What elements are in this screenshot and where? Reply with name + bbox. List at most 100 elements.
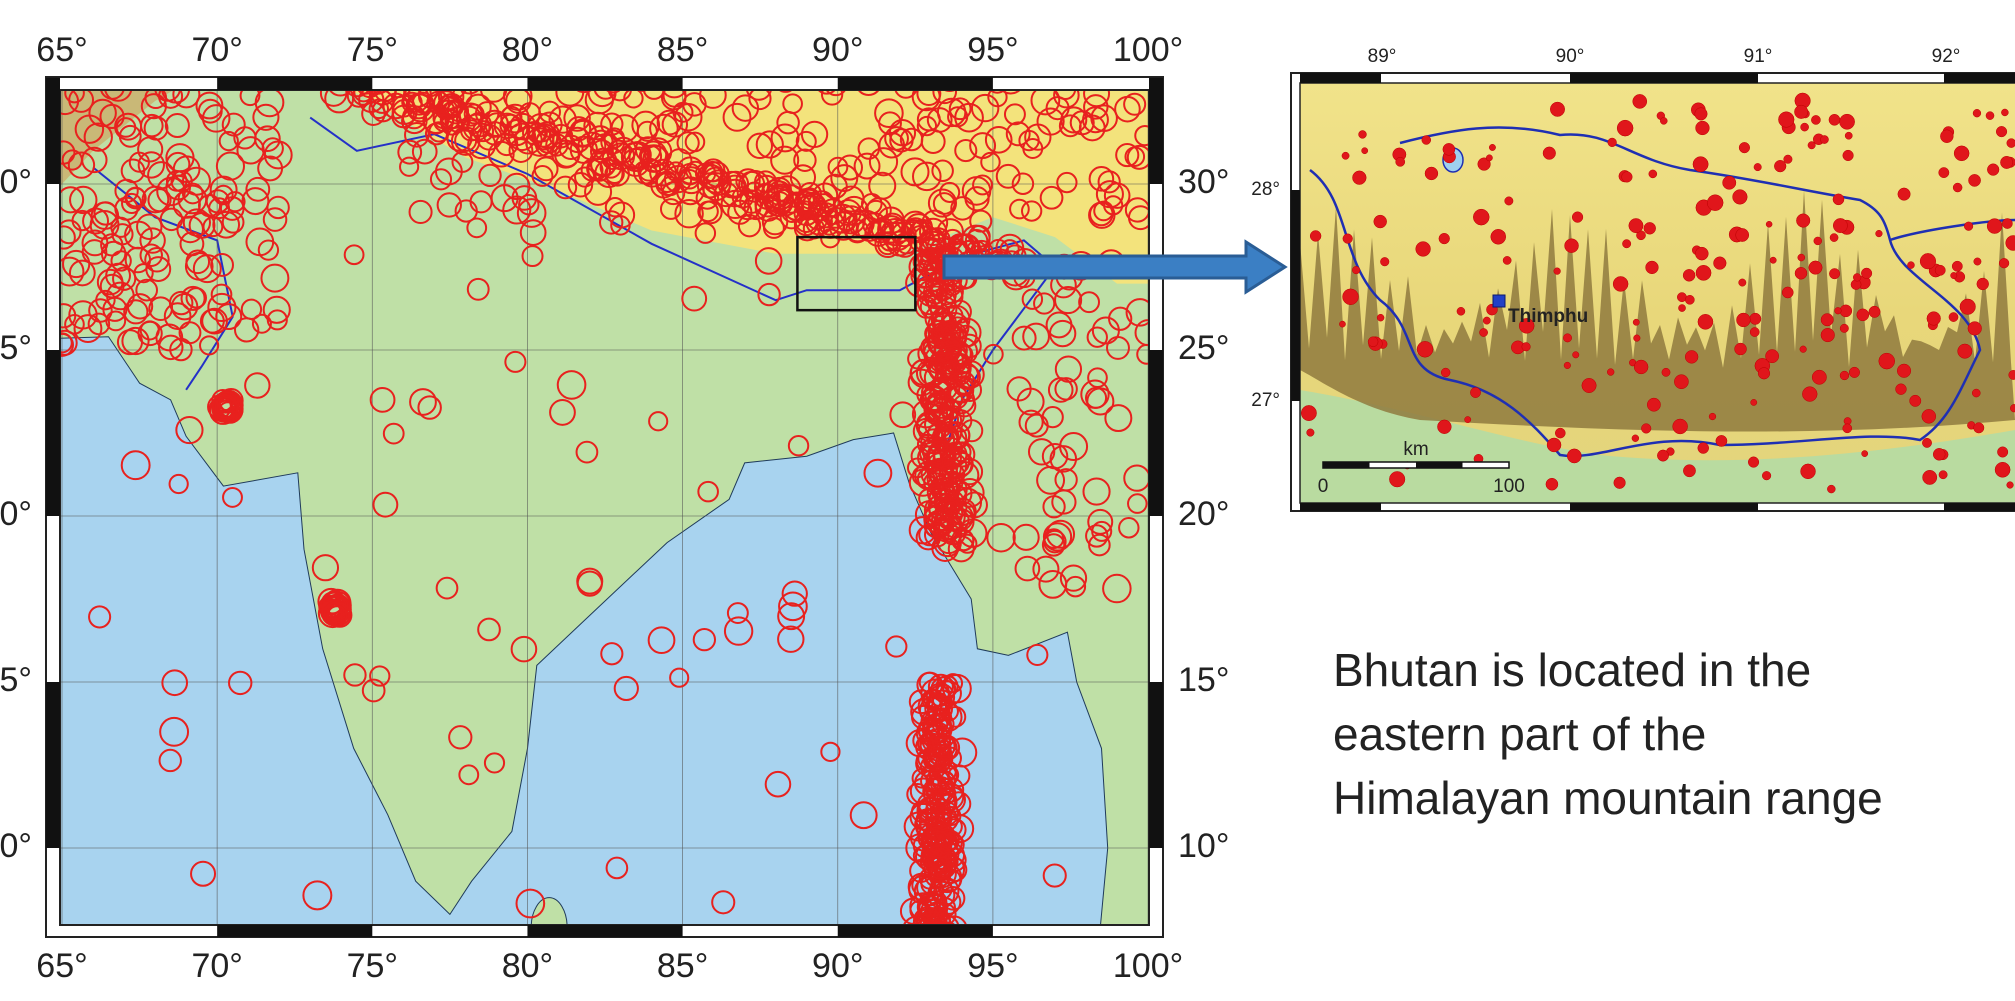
earthquake — [1543, 147, 1556, 160]
earthquake — [1483, 317, 1490, 324]
earthquake — [1784, 155, 1792, 163]
earthquake — [1546, 478, 1558, 490]
earthquake — [1607, 369, 1614, 376]
earthquake — [1800, 346, 1807, 353]
longitude-label: 75° — [347, 947, 398, 985]
earthquake — [1953, 183, 1962, 192]
earthquake — [1632, 435, 1639, 442]
longitude-label: 89° — [1368, 46, 1397, 67]
earthquake — [1861, 268, 1872, 279]
earthquake — [1801, 123, 1809, 131]
earthquake — [1830, 234, 1838, 242]
earthquake — [1443, 143, 1455, 155]
earthquake — [1698, 314, 1713, 329]
earthquake — [1683, 269, 1695, 281]
caption: Bhutan is located in the eastern part of… — [1333, 644, 1883, 824]
earthquake — [1839, 114, 1854, 129]
earthquake — [1833, 218, 1847, 232]
earthquake — [1683, 465, 1695, 477]
earthquake — [1486, 155, 1492, 161]
earthquake — [1862, 451, 1868, 457]
longitude-label: 85° — [657, 31, 708, 69]
earthquake — [1489, 144, 1495, 150]
earthquake — [776, 72, 796, 92]
earthquake — [1833, 194, 1844, 205]
earthquake — [1359, 130, 1367, 138]
earthquake — [1794, 105, 1807, 118]
longitude-label: 80° — [502, 947, 553, 985]
inset-content: Thimphukm0100 — [1300, 83, 2015, 503]
earthquake — [1829, 114, 1840, 125]
earthquake — [1582, 378, 1596, 392]
earthquake — [1479, 328, 1487, 336]
earthquake — [1739, 279, 1746, 286]
earthquake — [1473, 209, 1489, 225]
earthquake — [1812, 370, 1826, 384]
longitude-label: 70° — [191, 31, 242, 69]
latitude-label: 30° — [1178, 163, 1229, 201]
earthquake — [1465, 416, 1471, 422]
earthquake — [1629, 218, 1643, 232]
earthquake — [935, 935, 959, 959]
scale-bar-segment — [1416, 462, 1463, 468]
earthquake — [1649, 170, 1657, 178]
page: Seismicity of the Indian subcontinent an… — [0, 0, 2015, 1001]
earthquake — [1641, 424, 1651, 434]
longitude-label: 70° — [191, 947, 242, 985]
latitude-label: 25° — [0, 329, 32, 367]
earthquake — [1457, 307, 1465, 315]
earthquake — [1491, 229, 1506, 244]
earthquake — [1897, 364, 1911, 378]
latitude-label: 20° — [1178, 495, 1229, 533]
earthquake — [1505, 197, 1513, 205]
earthquake — [1795, 267, 1807, 279]
earthquake — [1417, 341, 1433, 357]
earthquake — [1573, 352, 1579, 358]
earthquake — [1758, 368, 1770, 380]
earthquake — [1935, 265, 1945, 275]
earthquake — [1910, 395, 1921, 406]
earthquake — [1857, 309, 1869, 321]
earthquake — [1470, 387, 1480, 397]
longitude-label: 65° — [36, 947, 87, 985]
earthquake — [1634, 360, 1648, 374]
longitude-label: 92° — [1932, 46, 1961, 67]
inset-map: Thimphukm010089°90°91°92°28°27° — [1251, 46, 2015, 511]
earthquake — [1617, 120, 1633, 136]
frame-bar — [1149, 350, 1163, 516]
earthquake — [1352, 266, 1360, 274]
longitude-label: 90° — [812, 947, 863, 985]
earthquake — [1343, 234, 1353, 244]
earthquake — [1907, 262, 1914, 269]
earthquake — [1802, 387, 1817, 402]
earthquake — [1685, 295, 1694, 304]
earthquake — [1835, 307, 1842, 314]
earthquake — [2001, 109, 2008, 116]
earthquake — [1644, 222, 1656, 234]
figure: 65°65°70°70°75°75°80°80°85°85°90°90°95°9… — [0, 0, 2015, 1001]
earthquake — [1923, 470, 1937, 484]
earthquake — [1674, 375, 1688, 389]
earthquake — [1939, 471, 1947, 479]
earthquake — [1343, 289, 1359, 305]
frame-bar — [527, 925, 682, 937]
earthquake — [934, 937, 954, 957]
earthquake — [1503, 256, 1511, 264]
latitude-label: 27° — [1251, 390, 1280, 411]
latitude-label: 15° — [0, 661, 32, 699]
earthquake — [1362, 148, 1368, 154]
earthquake — [1613, 276, 1628, 291]
earthquake — [1920, 253, 1936, 269]
earthquake — [1696, 265, 1711, 280]
earthquake — [1762, 471, 1771, 480]
frame-bar — [46, 350, 60, 516]
earthquake — [1310, 231, 1321, 242]
earthquake — [1798, 254, 1805, 261]
earthquake — [1952, 261, 1962, 271]
earthquake — [1845, 132, 1852, 139]
earthquake — [1840, 371, 1849, 380]
earthquake — [1840, 305, 1852, 317]
earthquake — [1765, 350, 1778, 363]
earthquake — [1374, 215, 1387, 228]
latitude-label: 20° — [0, 495, 32, 533]
